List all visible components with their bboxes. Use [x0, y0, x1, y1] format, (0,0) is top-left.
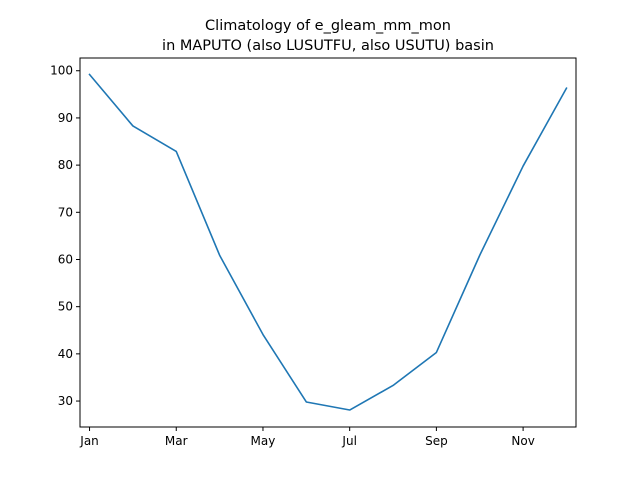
chart-title-line-2: in MAPUTO (also LUSUTFU, also USUTU) bas…	[162, 38, 494, 54]
y-tick-label: 30	[58, 394, 73, 408]
y-tick-label: 60	[58, 252, 73, 266]
y-tick-label: 40	[58, 347, 73, 361]
series-line	[88, 73, 568, 411]
y-tick-label: 90	[58, 111, 73, 125]
x-tick-label: Jul	[341, 434, 356, 448]
y-tick-label: 80	[58, 158, 73, 172]
x-tick-label: Jan	[79, 434, 99, 448]
y-tick-label: 50	[58, 300, 73, 314]
x-tick-label: May	[251, 434, 276, 448]
chart-title-line-1: Climatology of e_gleam_mm_mon	[205, 18, 451, 34]
plot-frame	[79, 57, 577, 428]
x-tick-label: Nov	[511, 434, 534, 448]
series-group	[88, 73, 568, 411]
x-tick-label: Mar	[165, 434, 188, 448]
y-tick-label: 100	[50, 64, 73, 78]
axes-group: Jan Mar May Jul Sep Nov 30 40 50 60 70 80 90 100	[50, 64, 535, 448]
x-tick-label: Sep	[425, 434, 448, 448]
y-tick-label: 70	[58, 205, 73, 219]
